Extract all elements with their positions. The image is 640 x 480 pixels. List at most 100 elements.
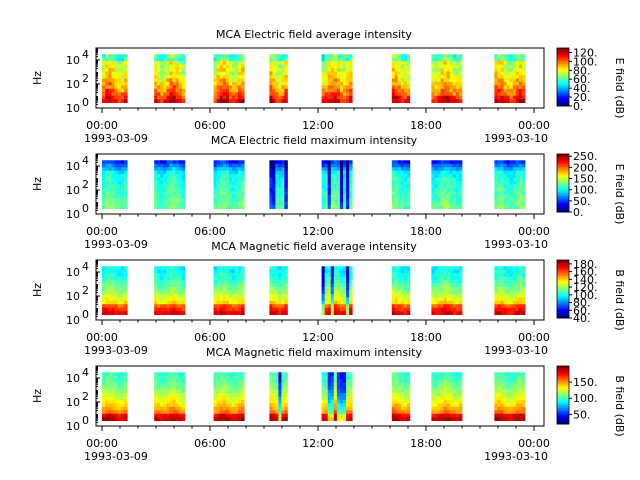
panel-title: MCA Magnetic field maximum intensity: [206, 346, 422, 359]
x-date-start: 1993-03-09: [84, 238, 148, 251]
spectrogram-block: [269, 54, 288, 104]
x-tick-label: 00:00: [86, 119, 118, 132]
panel-title: MCA Electric field maximum intensity: [211, 134, 418, 147]
y-tick-label: 10: [66, 314, 80, 327]
y-tick-exponent: 4: [82, 260, 89, 273]
colorbar-tick-label: 100.: [573, 55, 598, 68]
y-tick-exponent: 2: [82, 72, 89, 85]
colorbar-frame: [556, 259, 570, 319]
y-tick-label: 10: [66, 54, 80, 67]
y-tick-exponent: 4: [82, 154, 89, 167]
colorbar-tick-label: 140.: [573, 273, 598, 286]
y-tick-exponent: 0: [82, 202, 89, 215]
colorbar-label: E field (dB): [613, 58, 626, 119]
x-tick-label: 00:00: [518, 437, 550, 450]
spectrogram-block: [431, 160, 463, 210]
x-tick-label: 18:00: [410, 225, 442, 238]
colorbar-tick-label: 100.: [573, 289, 598, 302]
x-date-end: 1993-03-10: [484, 344, 548, 357]
colorbar-tick-label: 120.: [573, 46, 598, 59]
y-tick-exponent: 4: [82, 366, 89, 379]
colorbar-tick-label: 40.: [573, 82, 591, 95]
colorbar-tick-label: 60.: [573, 73, 591, 86]
y-tick-label: 10: [66, 208, 80, 221]
x-date-end: 1993-03-10: [484, 132, 548, 145]
x-tick-label: 12:00: [302, 225, 334, 238]
colorbar: 0.50.100.150.200.250. E field (dB): [556, 150, 626, 225]
colorbar-frame: [556, 47, 570, 107]
y-tick-label: 10: [66, 184, 80, 197]
y-tick-exponent: 0: [82, 96, 89, 109]
y-axis-label: Hz: [31, 71, 44, 85]
x-tick-label: 00:00: [86, 331, 118, 344]
colorbar-tick-label: 150.: [573, 173, 598, 186]
x-tick-label: 18:00: [410, 331, 442, 344]
spectrogram-block: [102, 372, 128, 422]
x-tick-label: 06:00: [194, 119, 226, 132]
x-date-start: 1993-03-09: [84, 344, 148, 357]
y-tick-label: 10: [66, 102, 80, 115]
colorbar-tick-label: 160.: [573, 266, 598, 279]
colorbar-tick-label: 120.: [573, 281, 598, 294]
colorbar-tick-label: 60.: [573, 304, 591, 317]
spectrogram-block: [494, 372, 526, 422]
spectrogram-block: [321, 266, 353, 316]
colorbar-frame: [556, 365, 570, 425]
colorbar-tick-label: 40.: [573, 312, 591, 325]
spectrogram-block: [154, 372, 186, 422]
colorbar: 0.20.40.60.80.100.120. E field (dB): [556, 46, 626, 119]
spectrogram-block: [154, 54, 186, 104]
y-tick-label: 10: [66, 160, 80, 173]
spectrogram-block: [391, 54, 411, 104]
x-date-end: 1993-03-10: [484, 450, 548, 463]
x-tick-label: 00:00: [518, 331, 550, 344]
y-axis-label: Hz: [31, 389, 44, 403]
spectrogram-block: [391, 160, 411, 210]
spectrogram-block: [431, 54, 463, 104]
spectrogram-block: [213, 54, 245, 104]
colorbar-frame: [556, 153, 570, 213]
x-tick-label: 00:00: [86, 225, 118, 238]
y-tick-label: 10: [66, 78, 80, 91]
y-tick-label: 10: [66, 266, 80, 279]
colorbar: 50. 100. 150. B field (dB): [556, 365, 626, 437]
panel-title: MCA Electric field average intensity: [216, 28, 412, 41]
spectrogram-block: [321, 54, 353, 104]
spectrogram-block: [102, 54, 128, 104]
y-tick-exponent: 0: [82, 414, 89, 427]
x-tick-label: 00:00: [518, 119, 550, 132]
spectrogram-block: [102, 160, 128, 210]
y-tick-label: 10: [66, 420, 80, 433]
colorbar-label: B field (dB): [613, 375, 626, 436]
x-date-end: 1993-03-10: [484, 238, 548, 251]
colorbar-label: E field (dB): [613, 164, 626, 225]
colorbar-tick-label: 20.: [573, 91, 591, 104]
spectrogram-block: [213, 372, 245, 422]
colorbar-tick-label: 250.: [573, 150, 598, 163]
panel-4: MCA Magnetic field maximum intensity 10 0 1…: [31, 346, 626, 463]
colorbar-tick-label: 200.: [573, 161, 598, 174]
colorbar-tick-label: 50.: [573, 195, 591, 208]
x-tick-label: 06:00: [194, 225, 226, 238]
colorbar-tick-label: 80.: [573, 297, 591, 310]
colorbar-tick-label: 80.: [573, 64, 591, 77]
x-tick-label: 12:00: [302, 119, 334, 132]
spectrogram-block: [269, 266, 288, 316]
spectrogram-block: [391, 266, 411, 316]
y-tick-exponent: 2: [82, 284, 89, 297]
spectrogram-block: [391, 372, 411, 422]
colorbar-tick-label: 0.: [573, 100, 584, 113]
colorbar: 40.60.80.100.120.140.160.180. B field (dB…: [556, 258, 626, 331]
spectrogram-block: [213, 160, 245, 210]
spectrogram-block: [213, 266, 245, 316]
x-tick-label: 06:00: [194, 331, 226, 344]
colorbar-label: B field (dB): [613, 269, 626, 330]
spectrogram-block: [269, 160, 288, 210]
spectrogram-block: [431, 266, 463, 316]
spectrogram-block: [494, 266, 526, 316]
spectrogram-block: [321, 372, 353, 422]
colorbar-tick-label: 0.: [573, 206, 584, 219]
